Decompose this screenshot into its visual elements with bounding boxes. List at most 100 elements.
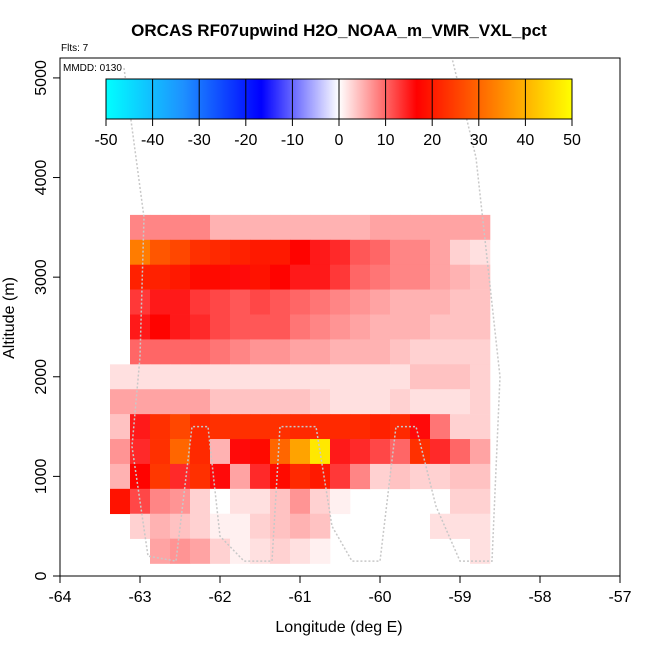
heatmap-cell bbox=[190, 289, 211, 315]
heatmap-cell bbox=[250, 513, 271, 539]
heatmap-cell bbox=[450, 339, 471, 365]
heatmap-cell bbox=[290, 439, 311, 465]
heatmap-cell bbox=[390, 339, 411, 365]
heatmap-cell bbox=[410, 339, 431, 365]
heatmap-cell bbox=[410, 463, 431, 490]
heatmap-cell bbox=[410, 414, 431, 440]
heatmap-cell bbox=[330, 264, 351, 290]
heatmap-cell bbox=[230, 414, 251, 440]
heatmap-cell bbox=[170, 289, 191, 315]
heatmap-cell bbox=[410, 389, 431, 415]
heatmap-cell bbox=[190, 463, 211, 490]
heatmap-cell bbox=[410, 264, 431, 290]
colorbar-tick-label: 30 bbox=[470, 132, 488, 149]
heatmap-cell bbox=[350, 364, 371, 390]
flights-label: Flts: 7 bbox=[61, 43, 89, 54]
heatmap-cell bbox=[250, 264, 271, 290]
heatmap-cell bbox=[450, 389, 471, 415]
heatmap-cell bbox=[310, 439, 331, 465]
heatmap-cell bbox=[230, 439, 251, 465]
heatmap-cell bbox=[390, 214, 411, 241]
x-tick-label: -62 bbox=[208, 589, 231, 606]
flight-track-line bbox=[123, 58, 501, 562]
heatmap-cell bbox=[470, 214, 491, 241]
heatmap-cell bbox=[190, 389, 211, 415]
heatmap-cell bbox=[410, 239, 431, 265]
heatmap-cell bbox=[470, 289, 491, 315]
heatmap-cell bbox=[390, 414, 411, 440]
colorbar-tick-label: 10 bbox=[377, 132, 395, 149]
heatmap-cell bbox=[290, 463, 311, 490]
heatmap-cell bbox=[270, 389, 291, 415]
heatmap-cell bbox=[450, 513, 471, 539]
heatmap-cell bbox=[430, 289, 451, 315]
heatmap-cell bbox=[370, 339, 391, 365]
heatmap-cell bbox=[330, 339, 351, 365]
heatmap-cell bbox=[150, 364, 171, 390]
heatmap-cell bbox=[470, 488, 491, 515]
heatmap-cell bbox=[390, 364, 411, 390]
heatmap-cell bbox=[350, 314, 371, 340]
heatmap-cell bbox=[470, 439, 491, 465]
heatmap-cell bbox=[150, 339, 171, 365]
heatmap-cell bbox=[250, 414, 271, 440]
heatmap-cell bbox=[270, 264, 291, 290]
heatmap-cell bbox=[390, 239, 411, 265]
heatmap-cell bbox=[170, 439, 191, 465]
heatmap-cell bbox=[310, 339, 331, 365]
heatmap-cell bbox=[270, 463, 291, 490]
heatmap-cell bbox=[210, 439, 231, 465]
heatmap-cell bbox=[130, 439, 151, 465]
heatmap-cell bbox=[110, 389, 131, 415]
heatmap-cell bbox=[210, 314, 231, 340]
heatmap-cell bbox=[130, 513, 151, 539]
heatmap-cell bbox=[270, 339, 291, 365]
heatmap-cell bbox=[170, 339, 191, 365]
heatmap-cell bbox=[130, 414, 151, 440]
heatmap-cell bbox=[250, 488, 271, 515]
heatmap-cell bbox=[330, 314, 351, 340]
heatmap-cell bbox=[310, 364, 331, 390]
heatmap-cell bbox=[130, 488, 151, 515]
heatmap-cell bbox=[270, 439, 291, 465]
heatmap-cell bbox=[370, 214, 391, 241]
heatmap-cell bbox=[150, 513, 171, 539]
heatmap-cell bbox=[170, 214, 191, 241]
heatmap-cell bbox=[330, 364, 351, 390]
colorbar-tick-label: 50 bbox=[563, 132, 581, 149]
heatmap-cell bbox=[470, 339, 491, 365]
heatmap-cell bbox=[470, 463, 491, 490]
x-tick-label: -63 bbox=[128, 589, 151, 606]
heatmap-cell bbox=[210, 364, 231, 390]
heatmap-cell bbox=[290, 339, 311, 365]
heatmap-cell bbox=[470, 389, 491, 415]
heatmap-cell bbox=[370, 314, 391, 340]
heatmap-cell bbox=[430, 513, 451, 539]
chart-title: ORCAS RF07upwind H2O_NOAA_m_VMR_VXL_pct bbox=[131, 21, 547, 40]
heatmap-cell bbox=[210, 488, 231, 515]
heatmap-cell bbox=[210, 339, 231, 365]
heatmap-cell bbox=[190, 314, 211, 340]
heatmap-cell bbox=[270, 364, 291, 390]
y-axis: 0 1000 2000 3000 4000 5000 bbox=[33, 58, 61, 580]
heatmap-cell bbox=[130, 239, 151, 265]
heatmap-cell bbox=[370, 239, 391, 265]
heatmap-cell bbox=[310, 389, 331, 415]
heatmap-cell bbox=[190, 364, 211, 390]
heatmap-cell bbox=[310, 513, 331, 539]
heatmap-cell bbox=[350, 289, 371, 315]
heatmap-cell bbox=[110, 439, 131, 465]
heatmap-cell bbox=[170, 513, 191, 539]
heatmap-cells bbox=[110, 214, 491, 564]
heatmap-cell bbox=[130, 289, 151, 315]
heatmap-cell bbox=[390, 439, 411, 465]
heatmap-cell bbox=[450, 488, 471, 515]
heatmap-cell bbox=[330, 239, 351, 265]
heatmap-cell bbox=[330, 463, 351, 490]
heatmap-cell bbox=[430, 439, 451, 465]
heatmap-cell bbox=[430, 414, 451, 440]
heatmap-cell bbox=[270, 214, 291, 241]
heatmap-cell bbox=[410, 214, 431, 241]
y-tick-label: 1000 bbox=[33, 458, 50, 494]
